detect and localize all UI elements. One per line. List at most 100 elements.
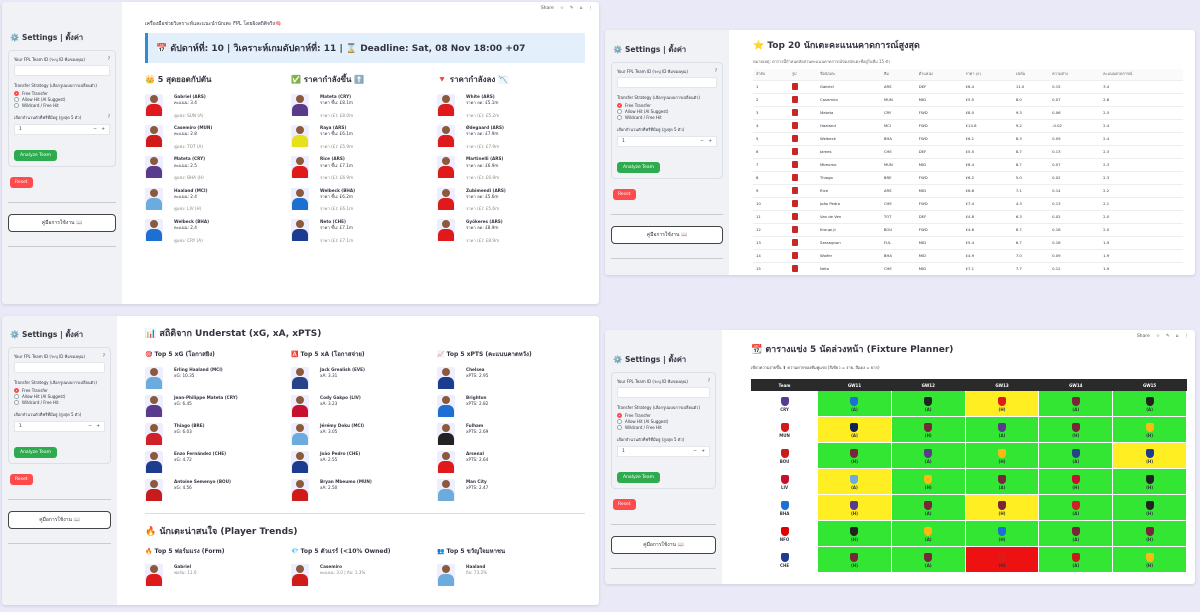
card-text: Chelsea xPTS: 2.95 (466, 367, 488, 380)
minus-icon[interactable]: − (693, 449, 697, 454)
edit-icon[interactable]: ✎ (569, 6, 574, 11)
free-transfers-stepper[interactable]: 1− + (617, 136, 717, 147)
reset-button[interactable]: Reset (10, 474, 33, 485)
player-name: Neto (CHE) (320, 218, 346, 224)
table-cell: CRY (880, 106, 916, 120)
table-cell: 1.9 (1100, 262, 1183, 275)
reset-button[interactable]: Reset (613, 499, 636, 510)
help-icon[interactable]: ? (107, 56, 110, 61)
manual-button[interactable]: คู่มือการใช้งาน 📖 (611, 226, 723, 244)
help-icon[interactable]: ? (107, 114, 110, 119)
star-icon[interactable]: ☆ (1155, 334, 1160, 339)
radio-allow-hit[interactable]: Allow Hit (AI Suggest) (14, 394, 105, 399)
table-cell (788, 197, 818, 211)
team-id-input[interactable] (617, 387, 710, 398)
menu-icon[interactable]: ⋮ (588, 6, 594, 11)
divider (8, 246, 116, 247)
radio-wildcard[interactable]: Wildcard / Free Hit (14, 103, 110, 108)
card-text: Haaland (MCI) คะแนน: 2.4 คู่แข่ง: LIV (H) (174, 188, 207, 213)
analyze-team-button[interactable]: Analyze Team (14, 150, 58, 161)
radio-free-transfer[interactable]: Free Transfer (14, 388, 105, 393)
table-cell: Van de Ven (817, 210, 881, 224)
table-cell: 0.02 (1049, 210, 1101, 224)
table-cell: Gabriel (817, 80, 881, 94)
team-id-input[interactable] (617, 77, 717, 88)
radio-free-transfer[interactable]: Free Transfer (617, 103, 717, 108)
free-transfers-stepper[interactable]: 1− + (14, 124, 110, 135)
table-header: ชื่อนักเตะ (817, 69, 881, 81)
edit-icon[interactable]: ✎ (1165, 334, 1170, 339)
player-subtext: ราคา (£): £6.1m (320, 206, 354, 212)
fixture-row: CHE (H) (A) (H) (A) (H) (750, 546, 1187, 573)
radio-wildcard[interactable]: Wildcard / Free Hit (617, 425, 710, 430)
team-id-label: Your FPL Team ID (ระบุ ID ทีมของคุณ) (14, 354, 85, 359)
card-text: Casemiro (MUN) คะแนน: 2.8 คู่แข่ง: TOT (A) (174, 125, 212, 150)
minus-icon[interactable]: − (88, 424, 92, 429)
fixture-cell: (H) (964, 520, 1040, 547)
star-icon[interactable]: ☆ (559, 6, 564, 11)
player-card: Mateta (CRY) คะแนน: 2.5 คู่แข่ง: BHA (H) (145, 156, 291, 181)
team-crest-icon (780, 397, 789, 406)
table-cell: MID (915, 93, 963, 107)
plus-icon[interactable]: + (701, 449, 705, 454)
help-icon[interactable]: ? (707, 378, 710, 383)
minus-icon[interactable]: − (700, 139, 704, 144)
table-cell: £6.2 (962, 171, 1013, 185)
divider (145, 513, 585, 514)
radio-allow-hit[interactable]: Allow Hit (AI Suggest) (14, 97, 110, 102)
github-icon[interactable]: ⌂ (1175, 334, 1179, 339)
menu-icon[interactable]: ⋮ (1184, 334, 1190, 339)
panel-dashboard: ⚙️ Settings | ตั้งค่า Your FPL Team ID (… (2, 2, 599, 304)
fixture-cell: (A) (1112, 390, 1187, 417)
manual-button[interactable]: คู่มือการใช้งาน 📖 (8, 511, 111, 529)
player-value: xA: 2.50 (320, 485, 338, 491)
table-cell: MUN (880, 93, 916, 107)
opponent-crest-icon (924, 553, 933, 562)
manual-button[interactable]: คู่มือการใช้งาน 📖 (611, 536, 716, 554)
radio-free-transfer[interactable]: Free Transfer (617, 413, 710, 418)
plus-icon[interactable]: + (101, 127, 105, 132)
analyze-team-button[interactable]: Analyze Team (617, 162, 661, 173)
reset-button[interactable]: Reset (10, 177, 33, 188)
team-id-input[interactable] (14, 65, 110, 76)
radio-allow-hit[interactable]: Allow Hit (AI Suggest) (617, 419, 710, 424)
reset-button[interactable]: Reset (613, 189, 636, 200)
player-value: ราคา ลด: £5.6m (466, 193, 499, 199)
minus-icon[interactable]: − (93, 127, 97, 132)
player-card: Cody Gakpo (LIV) xA: 3.23 (291, 395, 437, 417)
free-transfers-stepper[interactable]: 1− + (14, 421, 105, 432)
github-icon[interactable]: ⌂ (579, 6, 583, 11)
analyze-team-button[interactable]: Analyze Team (14, 447, 58, 458)
table-row: 5 Welbeck BHA FWD £6.1 8.3 0.09 2.4 (753, 132, 1183, 146)
venue: (A) (998, 485, 1006, 490)
team-crest-icon (780, 553, 789, 562)
help-icon[interactable]: ? (714, 68, 717, 73)
radio-wildcard[interactable]: Wildcard / Free Hit (14, 400, 105, 405)
settings-form: Your FPL Team ID (ระบุ ID ทีมของคุณ)? Tr… (611, 62, 723, 179)
sidebar-title: ⚙️ Settings | ตั้งค่า (10, 33, 84, 42)
plus-icon[interactable]: + (708, 139, 712, 144)
player-card: Haaland ถือ: 73.2% (437, 564, 583, 586)
team-id-input[interactable] (14, 362, 105, 373)
share-button[interactable]: Share (1136, 334, 1150, 339)
share-button[interactable]: Share (540, 6, 554, 11)
team-cell: CHE (750, 546, 819, 573)
plus-icon[interactable]: + (96, 424, 100, 429)
venue: (H) (998, 563, 1006, 568)
radio-allow-hit[interactable]: Allow Hit (AI Suggest) (617, 109, 717, 114)
table-cell: 8 (753, 171, 789, 185)
fixture-cell: (H) (1112, 416, 1187, 443)
player-value: ราคา ลด: £5.1m (466, 100, 499, 106)
analyze-team-button[interactable]: Analyze Team (617, 472, 661, 483)
radio-free-transfer[interactable]: Free Transfer (14, 91, 110, 96)
dashboard-columns: 👑 5 สุดยอดกัปตัน Gabriel (ARS) คะแนน: 3.4 ค… (145, 73, 585, 250)
player-card: Welbeck (BHA) ราคา ขึ้น: £6.2m ราคา (£): £… (291, 187, 437, 213)
fixture-row: LIV (A) (H) (A) (H) (H) (750, 468, 1187, 495)
radio-wildcard[interactable]: Wildcard / Free Hit (617, 115, 717, 120)
manual-button[interactable]: คู่มือการใช้งาน 📖 (8, 214, 116, 232)
player-value: xPTS: 2.69 (466, 429, 489, 435)
free-transfers-stepper[interactable]: 1− + (617, 446, 710, 457)
free-transfers-label: เลือกจำนวนตัวที่ฟรีที่มีอยู่ (สูงสุด 5 ต… (14, 115, 82, 120)
table-header: GW15 (1112, 379, 1187, 391)
help-icon[interactable]: ? (102, 353, 105, 358)
